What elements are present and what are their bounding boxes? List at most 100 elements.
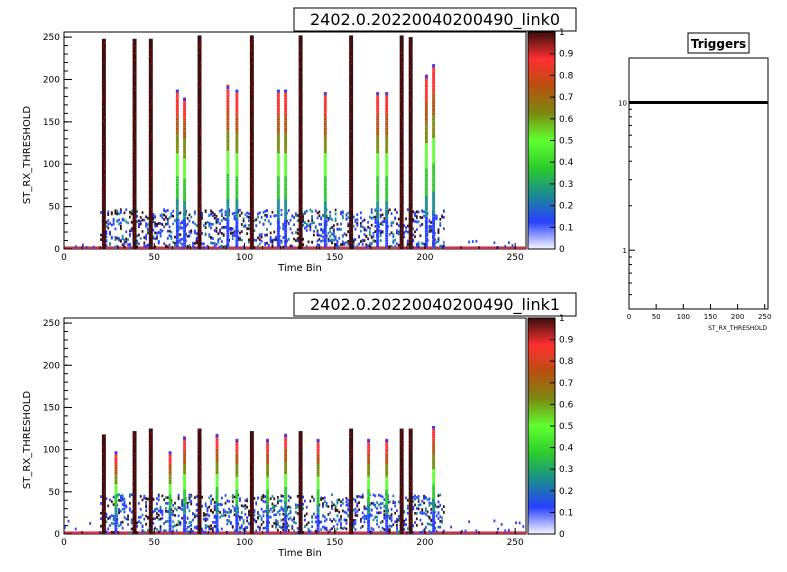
heatmap-cell	[320, 520, 323, 524]
heatmap-cell	[151, 500, 153, 502]
heatmap-cell	[101, 93, 103, 95]
heatmap-cell	[130, 518, 133, 522]
heatmap-cell	[278, 499, 281, 503]
peak-column	[349, 35, 354, 249]
heatmap-cell	[255, 238, 258, 242]
heatmap-cell	[172, 525, 175, 528]
heatmap-cell	[435, 514, 438, 518]
heatmap-cell	[372, 235, 375, 238]
heatmap-cell	[213, 229, 216, 232]
heatmap-cell	[224, 226, 227, 229]
heatmap-cell	[397, 500, 400, 504]
heatmap-panel-link1: 2402.0.20220040200490_link1 0 50 100 150 200…	[22, 292, 577, 559]
heatmap-cell	[175, 120, 179, 123]
heatmap-cell	[253, 229, 256, 233]
heatmap-cell	[400, 76, 402, 78]
heatmap-cell	[276, 209, 280, 212]
colorbar-tick-label: 0.4	[559, 444, 574, 454]
heatmap-cell	[320, 234, 323, 238]
heatmap-cell	[385, 112, 389, 116]
heatmap-cell	[421, 512, 424, 515]
heatmap-cell	[197, 211, 199, 214]
heatmap-cell	[211, 214, 214, 218]
heatmap-cell	[432, 168, 436, 172]
heatmap-cell	[118, 524, 120, 528]
heatmap-cell	[235, 441, 239, 444]
heatmap-cell	[199, 86, 201, 88]
heatmap-cell	[323, 105, 327, 108]
heatmap-cell	[276, 211, 280, 215]
heatmap-cell	[437, 525, 440, 529]
heatmap-cell	[350, 187, 352, 190]
heatmap-cell	[175, 110, 179, 113]
heatmap-cell	[291, 526, 294, 530]
heatmap-cell	[432, 194, 436, 197]
heatmap-cell	[235, 466, 239, 470]
heatmap-cell	[224, 244, 227, 248]
heatmap-cell	[349, 174, 351, 176]
heatmap-cell	[424, 204, 428, 207]
heatmap-cells	[64, 35, 526, 249]
heatmap-cell	[172, 240, 175, 244]
heatmap-cell	[159, 228, 162, 232]
heatmap-cell	[410, 147, 412, 149]
heatmap-cell	[439, 221, 442, 225]
heatmap-cell	[329, 239, 332, 243]
heatmap-cell	[367, 517, 371, 520]
heatmap-cell	[368, 233, 371, 237]
heatmap-cell	[143, 496, 146, 500]
heatmap-cell	[215, 504, 219, 507]
heatmap-cell	[293, 517, 295, 521]
heatmap-cell	[304, 221, 306, 225]
heatmap-cell	[100, 211, 102, 214]
heatmap-cell	[388, 233, 391, 236]
heatmap-cell	[409, 439, 411, 441]
heatmap-cell	[154, 517, 157, 520]
heatmap-cell	[226, 148, 230, 151]
heatmap-cell	[400, 150, 402, 153]
heatmap-cell	[168, 479, 172, 482]
heatmap-cell	[168, 522, 172, 525]
heatmap-cell	[170, 235, 173, 239]
heatmap-cell	[432, 112, 436, 116]
heatmap-cell	[323, 160, 327, 164]
heatmap-cell	[266, 519, 270, 523]
heatmap-cell	[311, 221, 314, 225]
heatmap-cell	[329, 234, 332, 238]
heatmap-cell	[323, 526, 326, 529]
heatmap-cell	[284, 120, 288, 123]
heatmap-cell	[175, 163, 179, 166]
heatmap-cell	[114, 514, 118, 518]
heatmap-cell	[215, 484, 219, 487]
heatmap-cell	[378, 493, 380, 497]
heatmap-cell	[412, 238, 415, 242]
heatmap-cell	[376, 199, 380, 202]
heatmap-cell	[334, 529, 337, 533]
heatmap-cell	[149, 65, 151, 68]
heatmap-cell	[276, 501, 279, 505]
heatmap-cell	[266, 529, 270, 533]
heatmap-cell	[148, 116, 150, 119]
heatmap-cell	[210, 209, 212, 213]
heatmap-cell	[405, 523, 407, 526]
heatmap-cell	[276, 191, 280, 194]
heatmap-cell	[299, 48, 301, 51]
heatmap-cell	[215, 491, 219, 495]
heatmap-cell	[175, 232, 179, 235]
heatmap-cell	[284, 244, 288, 248]
heatmap-cell	[110, 223, 113, 227]
heatmap-cell	[415, 215, 418, 218]
heatmap-cell	[226, 166, 230, 169]
heatmap-cell	[334, 507, 337, 511]
heatmap-cell	[275, 521, 277, 524]
heatmap-cell	[424, 92, 428, 95]
heatmap-cell	[349, 215, 351, 217]
heatmap-cell	[183, 194, 186, 197]
heatmap-cell	[175, 204, 179, 207]
heatmap-cell	[424, 130, 428, 133]
heatmap-cell	[183, 464, 186, 467]
heatmap-cell	[282, 512, 285, 516]
heatmap-cell	[372, 501, 375, 505]
heatmap-cell	[215, 486, 219, 490]
heatmap-cell	[116, 220, 119, 223]
